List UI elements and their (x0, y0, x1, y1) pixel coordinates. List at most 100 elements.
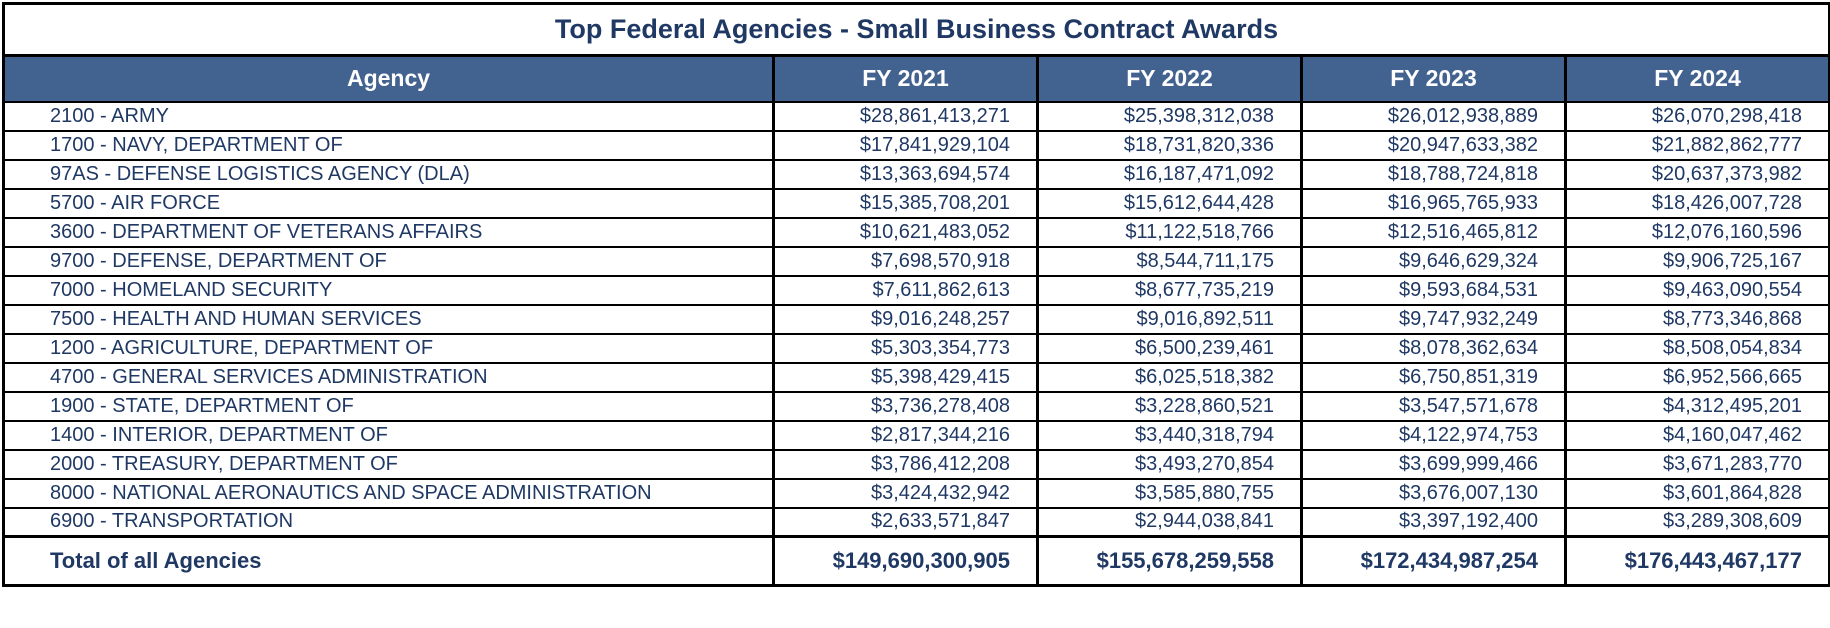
table-row: 1200 - AGRICULTURE, DEPARTMENT OF $5,303,… (3, 333, 1830, 364)
amount-cell: $20,947,633,382 (1300, 130, 1566, 161)
agency-cell: 2100 - ARMY (3, 101, 774, 132)
amount-cell: $18,731,820,336 (1036, 130, 1302, 161)
amount-cell: $18,788,724,818 (1300, 159, 1566, 190)
total-fy2022-value: $155,678,259,558 (1036, 535, 1302, 586)
agency-cell: 7000 - HOMELAND SECURITY (3, 275, 774, 306)
agency-cell: 2000 - TREASURY, DEPARTMENT OF (3, 449, 774, 480)
amount-cell: $3,289,308,609 (1564, 507, 1830, 538)
agency-cell: 97AS - DEFENSE LOGISTICS AGENCY (DLA) (3, 159, 774, 190)
agency-cell: 5700 - AIR FORCE (3, 188, 774, 219)
amount-cell: $3,601,864,828 (1564, 478, 1830, 509)
column-header-fy2024: FY 2024 (1564, 55, 1830, 103)
table-row: 5700 - AIR FORCE $15,385,708,201 $15,612,6… (3, 188, 1830, 219)
total-label: Total of all Agencies (3, 535, 774, 586)
amount-cell: $13,363,694,574 (772, 159, 1038, 190)
column-header-row: Agency FY 2021 FY 2022 FY 2023 FY 2024 (3, 55, 1830, 103)
amount-cell: $20,637,373,982 (1564, 159, 1830, 190)
table-row: 2000 - TREASURY, DEPARTMENT OF $3,786,412… (3, 449, 1830, 480)
amount-cell: $26,070,298,418 (1564, 101, 1830, 132)
amount-cell: $4,122,974,753 (1300, 420, 1566, 451)
amount-cell: $3,440,318,794 (1036, 420, 1302, 451)
amount-cell: $9,016,248,257 (772, 304, 1038, 335)
agency-cell: 6900 - TRANSPORTATION (3, 507, 774, 538)
amount-cell: $16,965,765,933 (1300, 188, 1566, 219)
amount-cell: $8,677,735,219 (1036, 275, 1302, 306)
amount-cell: $9,593,684,531 (1300, 275, 1566, 306)
amount-cell: $18,426,007,728 (1564, 188, 1830, 219)
table-row: 97AS - DEFENSE LOGISTICS AGENCY (DLA) $13… (3, 159, 1830, 190)
amount-cell: $3,699,999,466 (1300, 449, 1566, 480)
table-row: 9700 - DEFENSE, DEPARTMENT OF $7,698,570,… (3, 246, 1830, 277)
agency-cell: 1400 - INTERIOR, DEPARTMENT OF (3, 420, 774, 451)
amount-cell: $7,698,570,918 (772, 246, 1038, 277)
agency-cell: 1200 - AGRICULTURE, DEPARTMENT OF (3, 333, 774, 364)
table-row: 2100 - ARMY $28,861,413,271 $25,398,312,03… (3, 101, 1830, 132)
amount-cell: $9,016,892,511 (1036, 304, 1302, 335)
amount-cell: $3,671,283,770 (1564, 449, 1830, 480)
agency-cell: 3600 - DEPARTMENT OF VETERANS AFFAIRS (3, 217, 774, 248)
total-fy2023-value: $172,434,987,254 (1300, 535, 1566, 586)
amount-cell: $6,025,518,382 (1036, 362, 1302, 393)
amount-cell: $26,012,938,889 (1300, 101, 1566, 132)
total-fy2021-value: $149,690,300,905 (772, 535, 1038, 586)
table-row: 3600 - DEPARTMENT OF VETERANS AFFAIRS $10… (3, 217, 1830, 248)
table-body: 2100 - ARMY $28,861,413,271 $25,398,312,03… (3, 101, 1830, 538)
table-row: 1700 - NAVY, DEPARTMENT OF $17,841,929,10… (3, 130, 1830, 161)
agency-cell: 8000 - NATIONAL AERONAUTICS AND SPACE AD… (3, 478, 774, 509)
amount-cell: $9,646,629,324 (1300, 246, 1566, 277)
amount-cell: $2,817,344,216 (772, 420, 1038, 451)
amount-cell: $8,773,346,868 (1564, 304, 1830, 335)
agency-cell: 1700 - NAVY, DEPARTMENT OF (3, 130, 774, 161)
amount-cell: $5,398,429,415 (772, 362, 1038, 393)
table-foot: Total of all Agencies $149,690,300,905 $… (3, 535, 1830, 586)
agency-cell: 9700 - DEFENSE, DEPARTMENT OF (3, 246, 774, 277)
amount-cell: $3,493,270,854 (1036, 449, 1302, 480)
agency-cell: 7500 - HEALTH AND HUMAN SERVICES (3, 304, 774, 335)
table-row: 1400 - INTERIOR, DEPARTMENT OF $2,817,344… (3, 420, 1830, 451)
amount-cell: $16,187,471,092 (1036, 159, 1302, 190)
amount-cell: $5,303,354,773 (772, 333, 1038, 364)
amount-cell: $28,861,413,271 (772, 101, 1038, 132)
amount-cell: $3,228,860,521 (1036, 391, 1302, 422)
amount-cell: $12,076,160,596 (1564, 217, 1830, 248)
agency-cell: 4700 - GENERAL SERVICES ADMINISTRATION (3, 362, 774, 393)
amount-cell: $25,398,312,038 (1036, 101, 1302, 132)
table-row: 1900 - STATE, DEPARTMENT OF $3,736,278,40… (3, 391, 1830, 422)
table-row: 7000 - HOMELAND SECURITY $7,611,862,613 $8… (3, 275, 1830, 306)
column-header-fy2023: FY 2023 (1300, 55, 1566, 103)
table-row: 4700 - GENERAL SERVICES ADMINISTRATION $5… (3, 362, 1830, 393)
amount-cell: $3,424,432,942 (772, 478, 1038, 509)
title-row: Top Federal Agencies - Small Business Co… (3, 3, 1830, 57)
amount-cell: $4,160,047,462 (1564, 420, 1830, 451)
amount-cell: $3,585,880,755 (1036, 478, 1302, 509)
amount-cell: $3,786,412,208 (772, 449, 1038, 480)
amount-cell: $9,747,932,249 (1300, 304, 1566, 335)
amount-cell: $3,736,278,408 (772, 391, 1038, 422)
table-row: 7500 - HEALTH AND HUMAN SERVICES $9,016,2… (3, 304, 1830, 335)
table-row: 8000 - NATIONAL AERONAUTICS AND SPACE AD… (3, 478, 1830, 509)
amount-cell: $21,882,862,777 (1564, 130, 1830, 161)
total-row: Total of all Agencies $149,690,300,905 $… (3, 535, 1830, 586)
amount-cell: $6,500,239,461 (1036, 333, 1302, 364)
amount-cell: $2,944,038,841 (1036, 507, 1302, 538)
amount-cell: $11,122,518,766 (1036, 217, 1302, 248)
agency-cell: 1900 - STATE, DEPARTMENT OF (3, 391, 774, 422)
amount-cell: $15,385,708,201 (772, 188, 1038, 219)
amount-cell: $8,078,362,634 (1300, 333, 1566, 364)
column-header-fy2022: FY 2022 (1036, 55, 1302, 103)
amount-cell: $3,397,192,400 (1300, 507, 1566, 538)
amount-cell: $17,841,929,104 (772, 130, 1038, 161)
amount-cell: $2,633,571,847 (772, 507, 1038, 538)
total-fy2024-value: $176,443,467,177 (1564, 535, 1830, 586)
column-header-agency: Agency (3, 55, 774, 103)
amount-cell: $9,463,090,554 (1564, 275, 1830, 306)
column-header-fy2021: FY 2021 (772, 55, 1038, 103)
amount-cell: $4,312,495,201 (1564, 391, 1830, 422)
amount-cell: $9,906,725,167 (1564, 246, 1830, 277)
amount-cell: $15,612,644,428 (1036, 188, 1302, 219)
table-title: Top Federal Agencies - Small Business Co… (3, 3, 1830, 57)
amount-cell: $6,952,566,665 (1564, 362, 1830, 393)
table-row: 6900 - TRANSPORTATION $2,633,571,847 $2,94… (3, 507, 1830, 538)
amount-cell: $10,621,483,052 (772, 217, 1038, 248)
table-head: Top Federal Agencies - Small Business Co… (3, 3, 1830, 103)
